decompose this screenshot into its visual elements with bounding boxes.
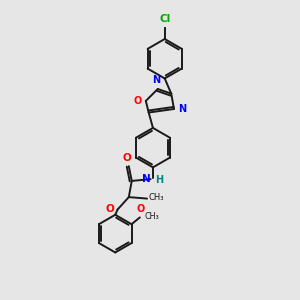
Text: H: H	[155, 175, 164, 185]
Text: N: N	[152, 75, 160, 85]
Text: O: O	[136, 205, 145, 214]
Text: CH₃: CH₃	[149, 194, 164, 202]
Text: O: O	[105, 204, 114, 214]
Text: CH₃: CH₃	[145, 212, 160, 221]
Text: N: N	[142, 174, 151, 184]
Text: Cl: Cl	[159, 14, 170, 24]
Text: N: N	[178, 104, 187, 114]
Text: O: O	[133, 96, 141, 106]
Text: O: O	[123, 153, 132, 163]
